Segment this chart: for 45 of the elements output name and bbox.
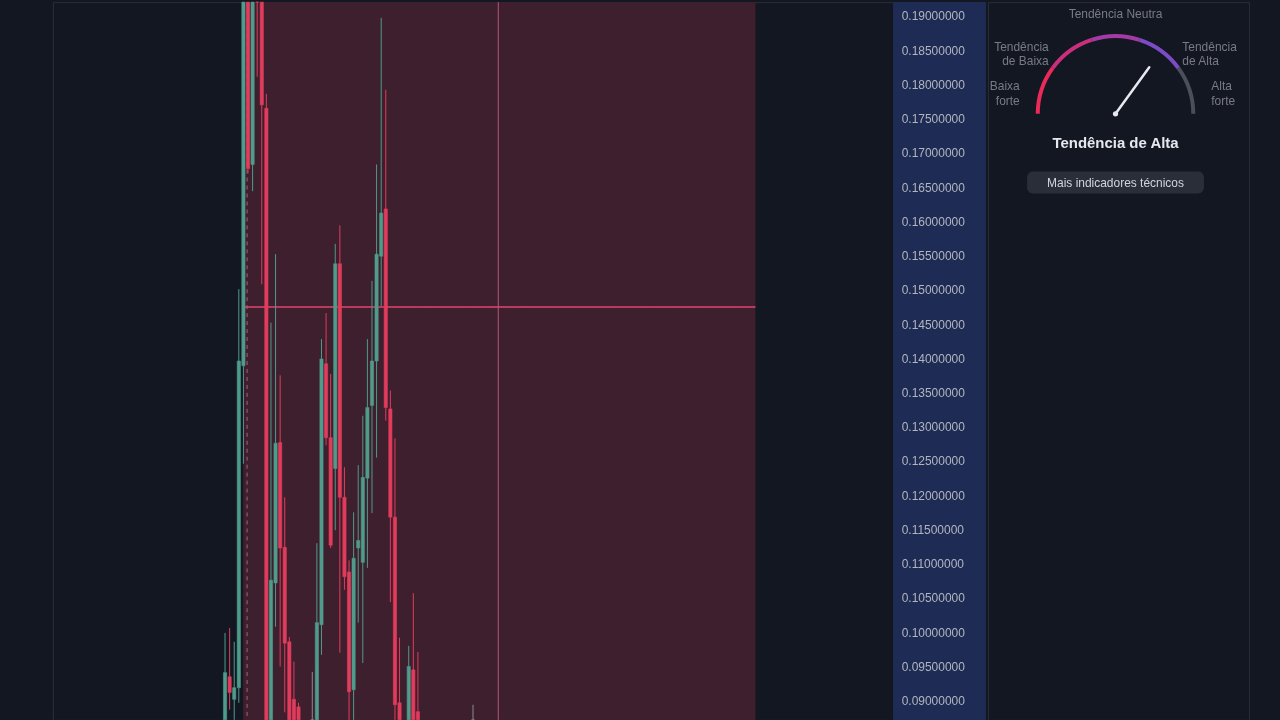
slice-label: Baixa forte bbox=[989, 78, 1021, 108]
y-tick-label: 0.12500000 bbox=[901, 454, 966, 469]
candlestick bbox=[471, 704, 475, 720]
y-tick-label: 0.15000000 bbox=[901, 283, 966, 298]
candlestick bbox=[264, 93, 269, 720]
y-tick-label: 0.09000000 bbox=[901, 694, 966, 709]
text: Mais indicadores técnicos bbox=[1047, 175, 1184, 190]
candlestick bbox=[250, 1, 255, 192]
y-tick-label: 0.11500000 bbox=[901, 522, 965, 537]
y-tick-label: 0.18500000 bbox=[901, 43, 966, 58]
y-tick-label: 0.12000000 bbox=[901, 488, 966, 503]
candlestick bbox=[310, 671, 315, 720]
y-tick-label: 0.14000000 bbox=[901, 351, 966, 366]
y-tick-label: 0.17500000 bbox=[901, 112, 966, 127]
y-tick-label: 0.18000000 bbox=[901, 77, 966, 92]
candlestick bbox=[246, 1, 250, 174]
y-tick-label: 0.13000000 bbox=[901, 420, 966, 435]
y-tick-label: 0.19000000 bbox=[901, 9, 966, 24]
y-tick-label: 0.09500000 bbox=[901, 659, 966, 674]
candlestick bbox=[406, 645, 411, 720]
y-tick-label: 0.10000000 bbox=[901, 625, 966, 640]
y-tick-label: 0.15500000 bbox=[901, 249, 966, 264]
candlestick bbox=[351, 511, 356, 720]
candlestick bbox=[278, 374, 283, 667]
y-tick-label: 0.17000000 bbox=[901, 146, 966, 161]
candlestick bbox=[356, 464, 361, 624]
slice-label: Tendência de Baixa bbox=[994, 39, 1050, 69]
candlestick bbox=[223, 632, 227, 720]
y-tick-label: 0.16000000 bbox=[901, 214, 966, 229]
candlestick bbox=[374, 163, 379, 459]
slice-label: Tendência Neutra bbox=[1068, 7, 1163, 22]
y-tick-label: 0.16500000 bbox=[901, 180, 966, 195]
candlestick bbox=[333, 243, 338, 531]
y-tick-label: 0.14500000 bbox=[901, 317, 966, 332]
slice-label: Alta forte bbox=[1211, 78, 1236, 108]
candlestick bbox=[259, 1, 264, 285]
text: Tendência de Alta bbox=[1052, 133, 1180, 151]
slice-label: Tendência de Alta bbox=[1182, 39, 1238, 69]
candlestick bbox=[383, 89, 388, 422]
candlestick bbox=[365, 338, 370, 569]
candlestick bbox=[411, 592, 416, 720]
y-tick-label: 0.10500000 bbox=[901, 591, 966, 606]
y-tick-label: 0.11000000 bbox=[901, 557, 965, 572]
candlestick bbox=[227, 627, 232, 711]
y-tick-label: 0.13500000 bbox=[901, 385, 966, 400]
